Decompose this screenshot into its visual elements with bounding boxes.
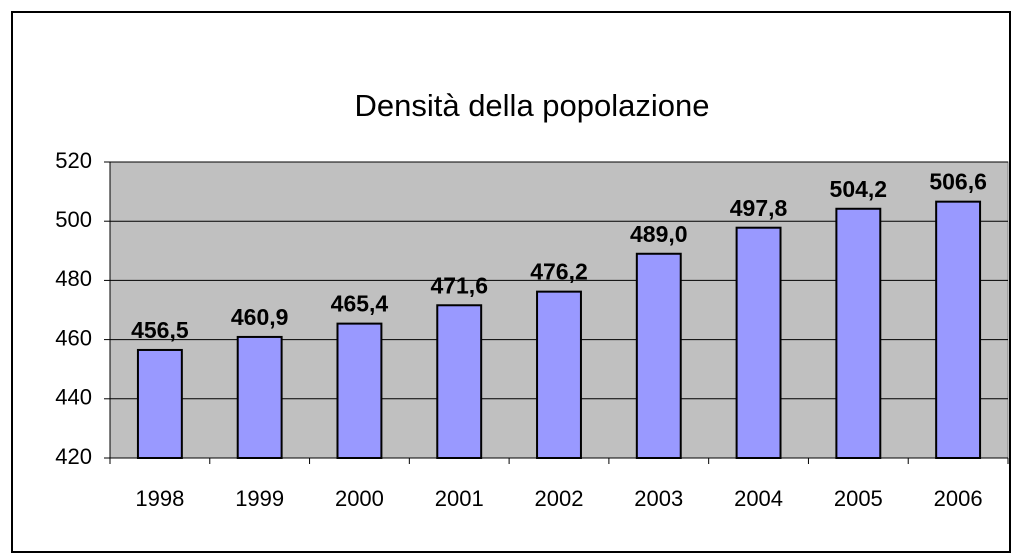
x-tick-label: 1999 [235, 486, 284, 511]
value-label: 471,6 [430, 272, 488, 298]
value-label: 465,4 [331, 291, 389, 317]
bar [835, 207, 882, 459]
y-tick-label: 500 [55, 207, 92, 232]
value-label: 456,5 [131, 317, 189, 343]
bar [336, 322, 383, 459]
x-tick-label: 2004 [734, 486, 783, 511]
bar [735, 226, 782, 459]
x-tick-label: 2003 [634, 486, 683, 511]
bar [635, 252, 682, 459]
x-tick-label: 2002 [535, 486, 584, 511]
y-tick-label: 460 [55, 325, 92, 350]
x-tick-label: 2006 [934, 486, 983, 511]
value-label: 489,0 [630, 221, 688, 247]
x-tick-label: 2001 [435, 486, 484, 511]
x-tick-label: 2005 [834, 486, 883, 511]
value-label: 506,6 [929, 169, 987, 195]
bar [436, 304, 483, 459]
value-label: 497,8 [730, 195, 788, 221]
x-tick-label: 2000 [335, 486, 384, 511]
bar [236, 335, 283, 460]
bar [536, 290, 582, 460]
y-tick-label: 420 [55, 444, 92, 469]
y-tick-label: 520 [55, 148, 92, 173]
value-label: 504,2 [830, 176, 888, 202]
value-label: 476,2 [530, 259, 588, 285]
y-tick-label: 480 [55, 266, 92, 291]
bar [935, 200, 982, 459]
x-tick-label: 1998 [135, 486, 184, 511]
chart-title: Densità della popolazione [354, 88, 709, 123]
bar [136, 348, 183, 459]
y-tick-label: 440 [55, 385, 92, 410]
value-label: 460,9 [231, 304, 289, 330]
